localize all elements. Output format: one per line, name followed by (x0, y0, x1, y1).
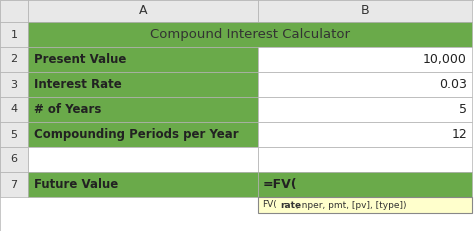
Bar (0, 47, 28, 72)
Bar (28, 22, 472, 47)
Text: 3: 3 (10, 79, 18, 89)
Text: Compounding Periods per Year: Compounding Periods per Year (34, 128, 238, 141)
Text: rate: rate (280, 201, 301, 210)
Bar (0, 97, 28, 122)
Bar (258, 47, 472, 72)
Bar (0, 122, 28, 147)
Bar (0, 172, 28, 197)
Text: B: B (361, 4, 369, 18)
Text: 4: 4 (10, 104, 18, 115)
Bar (0, 0, 28, 22)
Text: Present Value: Present Value (34, 53, 127, 66)
Bar (0, 72, 28, 97)
Bar (28, 72, 258, 97)
Bar (258, 147, 472, 172)
Text: , nper, pmt, [pv], [type]): , nper, pmt, [pv], [type]) (296, 201, 407, 210)
Text: A: A (139, 4, 147, 18)
Bar (258, 0, 472, 22)
Bar (258, 122, 472, 147)
Bar (258, 172, 472, 197)
Text: Future Value: Future Value (34, 178, 118, 191)
Bar (28, 172, 258, 197)
Text: 1: 1 (10, 30, 18, 40)
Bar (28, 0, 258, 22)
Bar (28, 122, 258, 147)
Bar (258, 197, 472, 213)
Text: # of Years: # of Years (34, 103, 101, 116)
Text: FV(: FV( (262, 201, 277, 210)
Text: =FV(: =FV( (263, 178, 298, 191)
Text: 0.03: 0.03 (439, 78, 467, 91)
Bar (258, 72, 472, 97)
Text: 12: 12 (451, 128, 467, 141)
Text: 10,000: 10,000 (423, 53, 467, 66)
Text: 6: 6 (10, 155, 18, 164)
Text: 5: 5 (10, 130, 18, 140)
Bar (28, 97, 258, 122)
Bar (28, 147, 258, 172)
Text: 7: 7 (10, 179, 18, 189)
Bar (28, 47, 258, 72)
Text: Compound Interest Calculator: Compound Interest Calculator (150, 28, 350, 41)
Text: 2: 2 (10, 55, 18, 64)
Bar (0, 22, 28, 47)
Bar (258, 97, 472, 122)
Bar (0, 147, 28, 172)
Text: Interest Rate: Interest Rate (34, 78, 122, 91)
Text: 5: 5 (459, 103, 467, 116)
